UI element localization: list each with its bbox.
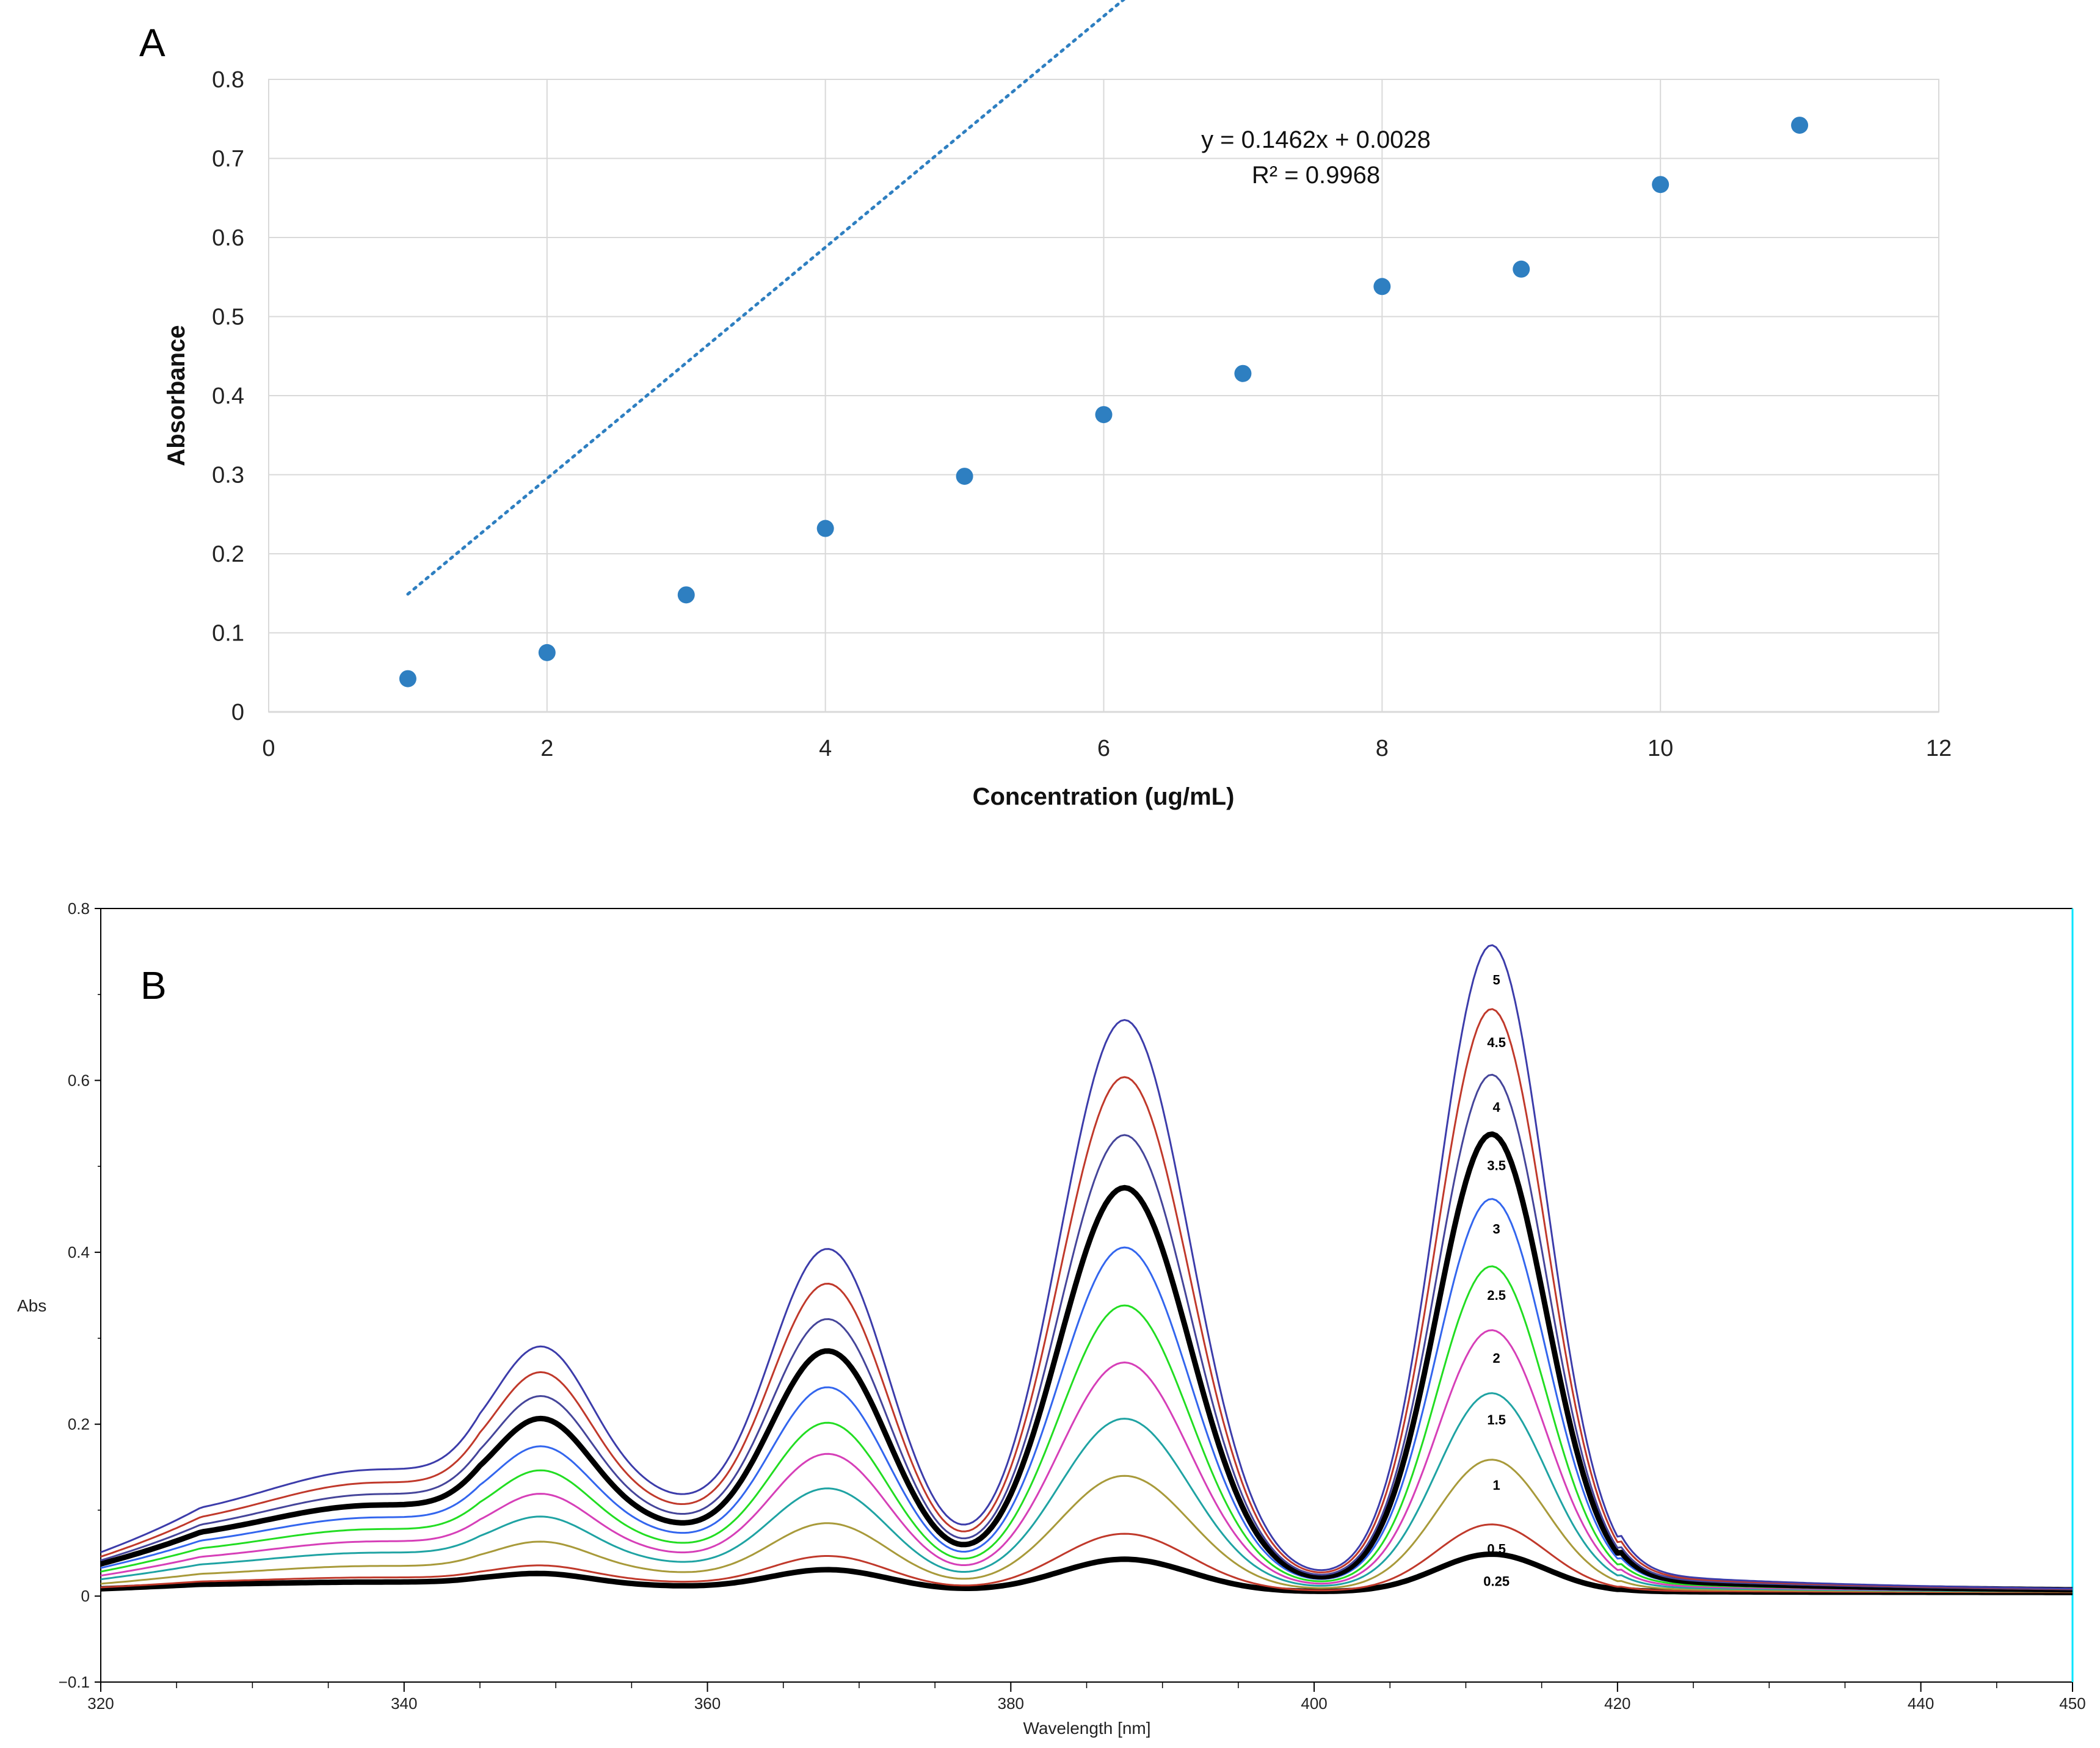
spectrum-line xyxy=(100,1329,2073,1592)
spectrum-line xyxy=(100,1392,2073,1592)
panel-b-spectra xyxy=(100,944,2073,1595)
y-tick-label: 0.6 xyxy=(68,1072,90,1090)
x-tick-label: 440 xyxy=(1908,1694,1934,1713)
panel-a-plot-area xyxy=(268,79,1939,713)
panel-a: A 0 0.1 0.2 0.3 0.4 0.5 0.6 0.7 0.8 0 2 4 6 8 10 12 y … xyxy=(139,0,1952,810)
panel-b-y-axis-title: Abs xyxy=(17,1296,46,1315)
x-tick-label: 420 xyxy=(1604,1694,1630,1713)
panel-a-gridlines xyxy=(269,79,1939,713)
y-tick-label: 0.8 xyxy=(212,67,244,93)
data-point xyxy=(399,670,416,687)
curve-label: 4 xyxy=(1493,1100,1501,1115)
x-tick-label: 2 xyxy=(540,736,553,761)
panel-a-y-axis-title: Absorbance xyxy=(163,325,190,466)
spectrum-line xyxy=(100,1073,2073,1590)
x-tick-label: 4 xyxy=(819,736,832,761)
y-tick-label: 0.2 xyxy=(68,1415,90,1434)
y-tick-label: 0.4 xyxy=(212,383,244,409)
y-tick-label: 0.6 xyxy=(212,225,244,251)
panel-a-y-ticks: 0 0.1 0.2 0.3 0.4 0.5 0.6 0.7 0.8 xyxy=(212,67,244,725)
y-tick-label: 0.5 xyxy=(212,305,244,330)
curve-label: 4.5 xyxy=(1487,1035,1506,1050)
spectrum-line xyxy=(100,944,2073,1590)
spectrum-line xyxy=(100,1523,2073,1594)
y-tick-label: 0.2 xyxy=(212,542,244,567)
y-tick-label: 0.1 xyxy=(212,621,244,647)
spectrum-line xyxy=(100,1008,2073,1590)
panel-a-data-points xyxy=(399,117,1809,687)
curve-label: 3 xyxy=(1493,1222,1500,1237)
y-tick-label: 0.3 xyxy=(212,463,244,488)
x-tick-label: 360 xyxy=(694,1694,721,1713)
data-point xyxy=(677,586,695,604)
data-point xyxy=(1652,176,1669,194)
x-tick-label: 380 xyxy=(998,1694,1024,1713)
panel-b: B −0.100.20.40.60.8 320 340 360 380 400 420 44… xyxy=(17,899,2086,1738)
y-tick-label: 0.8 xyxy=(68,899,90,918)
x-tick-label: 0 xyxy=(262,736,275,761)
x-tick-label: 450 xyxy=(2059,1694,2085,1713)
curve-label: 5 xyxy=(1493,972,1500,987)
y-tick-label: 0 xyxy=(81,1587,90,1605)
y-tick-label: 0.4 xyxy=(68,1243,90,1261)
curve-label: 3.5 xyxy=(1487,1158,1506,1173)
x-tick-label: 6 xyxy=(1097,736,1110,761)
curve-label: 0.25 xyxy=(1483,1573,1510,1589)
x-tick-label: 10 xyxy=(1648,736,1673,761)
panel-b-x-ticks: 320 340 360 380 400 420 440 450 xyxy=(87,1682,2086,1713)
data-point xyxy=(1234,364,1252,382)
data-point xyxy=(538,644,556,661)
panel-a-label: A xyxy=(139,21,165,65)
data-point xyxy=(816,520,834,537)
x-tick-label: 400 xyxy=(1301,1694,1327,1713)
x-tick-label: 8 xyxy=(1376,736,1389,761)
panel-b-curve-labels: 0.25 0.5 1 1.5 2 2.5 3 3.5 4 4.5 5 xyxy=(1483,972,1510,1589)
data-point xyxy=(1095,406,1113,424)
curve-label: 2 xyxy=(1493,1351,1500,1366)
x-tick-label: 320 xyxy=(87,1694,114,1713)
curve-label: 1.5 xyxy=(1487,1412,1506,1427)
y-tick-label: −0.1 xyxy=(59,1673,90,1691)
spectrum-line xyxy=(100,1131,2073,1593)
y-tick-label: 0 xyxy=(231,700,244,725)
panel-b-y-ticks: −0.1 0 0.2 0.4 0.6 0.8 xyxy=(59,899,101,1691)
data-point xyxy=(1513,260,1530,278)
panel-a-x-ticks: 0 2 4 6 8 10 12 xyxy=(262,736,1952,761)
curve-label: 0.5 xyxy=(1487,1541,1506,1556)
panel-b-label: B xyxy=(140,963,167,1007)
data-point xyxy=(956,468,973,485)
r-squared-label: R² = 0.9968 xyxy=(1252,162,1380,189)
x-tick-label: 12 xyxy=(1926,736,1952,761)
spectrum-line xyxy=(100,1459,2073,1593)
trendline xyxy=(406,0,1126,596)
curve-label: 2.5 xyxy=(1487,1288,1506,1303)
curve-label: 1 xyxy=(1493,1478,1500,1493)
panel-a-x-axis-title: Concentration (ug/mL) xyxy=(973,783,1235,810)
x-tick-label: 340 xyxy=(391,1694,417,1713)
data-point xyxy=(1373,278,1391,296)
data-point xyxy=(1791,117,1809,134)
y-tick-label: 0.7 xyxy=(212,147,244,172)
panel-b-x-axis-title: Wavelength [nm] xyxy=(1023,1719,1150,1738)
trendline-equation: y = 0.1462x + 0.0028 xyxy=(1201,126,1431,153)
